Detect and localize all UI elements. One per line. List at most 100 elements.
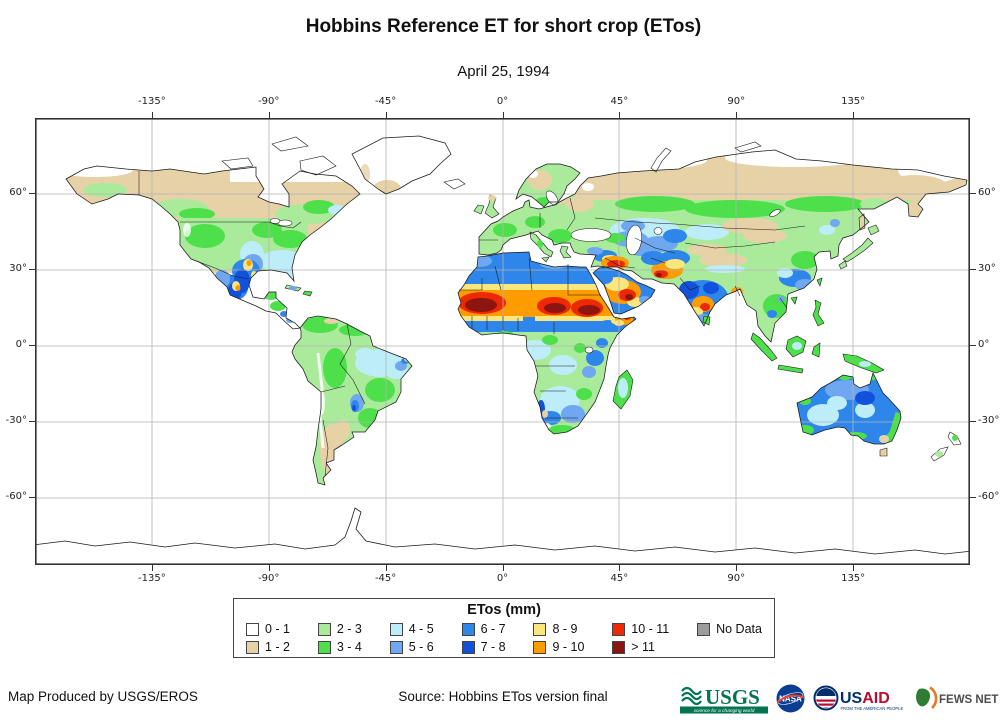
axis-tick-label: 0° (15, 338, 27, 350)
world-map-svg (35, 118, 970, 565)
svg-text:USAID: USAID (840, 690, 890, 707)
axis-tick (853, 112, 855, 118)
legend-swatch (612, 640, 626, 654)
legend-item: No Data (697, 622, 762, 636)
axis-tick (29, 193, 35, 195)
axis-tick (385, 565, 387, 571)
axis-tick-label: -60° (978, 490, 1000, 502)
axis-tick-label: 0° (496, 573, 509, 584)
date-subtitle: April 25, 1994 (457, 63, 550, 80)
axis-tick-label: 45° (610, 573, 629, 584)
legend-swatch (533, 622, 547, 636)
axis-tick-label: -90° (258, 573, 280, 584)
axis-tick-label: 90° (727, 573, 746, 584)
logo-strip: USGS science for a changing world NASA U… (679, 682, 1003, 715)
legend-swatch (461, 622, 475, 636)
svg-text:NASA: NASA (779, 695, 802, 704)
islands (221, 136, 962, 462)
antarctica-coast (35, 507, 970, 565)
legend-label: 4 - 5 (408, 622, 434, 636)
axis-tick (29, 421, 35, 423)
legend-item: 8 - 9 (533, 622, 584, 636)
axis-tick-label: -135° (138, 573, 166, 584)
axis-tick-label: 0° (496, 96, 509, 107)
axis-tick (970, 497, 976, 499)
legend-label: 8 - 9 (552, 622, 578, 636)
legend-label: > 11 (631, 640, 655, 654)
legend-label: 2 - 3 (336, 622, 362, 636)
legend-item: 4 - 5 (389, 622, 434, 636)
legend-item: 1 - 2 (246, 640, 290, 654)
source-note: Source: Hobbins ETos version final (398, 689, 608, 704)
legend-label: 0 - 1 (265, 622, 291, 636)
usaid-logo: USAID FROM THE AMERICAN PEOPLE (813, 685, 904, 711)
legend-label: 1 - 2 (265, 640, 291, 654)
nasa-logo: NASA (776, 684, 805, 713)
page-title: Hobbins Reference ET for short crop (ETo… (305, 16, 702, 37)
axis-tick-label: -135° (138, 96, 166, 107)
axis-tick-label: 135° (841, 573, 866, 584)
axis-tick (970, 193, 976, 195)
axis-tick-label: -45° (374, 573, 397, 584)
legend-label: 10 - 11 (631, 622, 670, 636)
legend-item: 3 - 4 (317, 640, 362, 654)
axis-tick-label: 135° (841, 96, 866, 107)
legend-label: 5 - 6 (408, 640, 434, 654)
fewsnet-logo: FEWS NET (912, 686, 998, 710)
legend-label: 6 - 7 (480, 622, 506, 636)
axis-tick (29, 345, 35, 347)
svg-text:FEWS NET: FEWS NET (939, 694, 998, 706)
legend-swatch (697, 622, 711, 636)
axis-tick (268, 565, 270, 571)
legend-label: 9 - 10 (552, 640, 585, 654)
legend-swatch (533, 640, 547, 654)
legend-swatch (612, 622, 626, 636)
legend-label: 7 - 8 (480, 640, 506, 654)
legend-item: 5 - 6 (389, 640, 434, 654)
producer-credit: Map Produced by USGS/EROS (8, 689, 198, 704)
legend-swatch (246, 640, 259, 654)
axis-tick (502, 565, 504, 571)
axis-tick-label: -60° (5, 490, 27, 502)
legend-swatch (389, 640, 403, 654)
axis-tick-label: 90° (727, 96, 746, 107)
legend-item: 7 - 8 (461, 640, 506, 654)
axis-tick (736, 112, 738, 118)
axis-tick (853, 565, 855, 571)
legend-item: 0 - 1 (246, 622, 290, 636)
axis-tick-label: 30° (978, 262, 996, 274)
legend-swatch (246, 622, 259, 636)
legend-title: ETos (mm) (467, 602, 541, 618)
axis-tick-label: -30° (978, 414, 1000, 426)
axis-tick-label: -90° (258, 96, 280, 107)
world-map (35, 118, 970, 565)
graticule (35, 118, 970, 565)
north-america-fill (66, 166, 360, 323)
svg-text:FROM THE AMERICAN PEOPLE: FROM THE AMERICAN PEOPLE (841, 706, 904, 711)
usgs-wave-icon (681, 686, 702, 695)
axis-tick-label: 45° (610, 96, 629, 107)
axis-tick-label: -45° (374, 96, 397, 107)
legend-item: 10 - 11 (612, 622, 669, 636)
country-borders (138, 171, 806, 477)
axis-tick (29, 269, 35, 271)
svg-text:science for a changing world: science for a changing world (694, 707, 755, 713)
legend-swatch (317, 622, 331, 636)
usgs-logo: USGS science for a changing world (680, 685, 768, 713)
axis-tick (29, 497, 35, 499)
axis-tick (970, 269, 976, 271)
axis-tick (970, 345, 976, 347)
axis-tick-label: 60° (978, 186, 996, 198)
svg-text:USGS: USGS (705, 685, 760, 709)
legend-label: 3 - 4 (336, 640, 362, 654)
axis-tick-label: 0° (978, 338, 990, 350)
axis-tick (970, 421, 976, 423)
legend: ETos (mm) 0 - 1 1 - 2 2 - 3 3 - 4 4 - 5 5 - 6… (233, 598, 775, 658)
inland-seas (269, 190, 781, 354)
legend-item: 6 - 7 (461, 622, 506, 636)
legend-swatch (389, 622, 403, 636)
map-frame-border (35, 118, 970, 565)
axis-tick (268, 112, 270, 118)
legend-label: No Data (716, 622, 762, 636)
